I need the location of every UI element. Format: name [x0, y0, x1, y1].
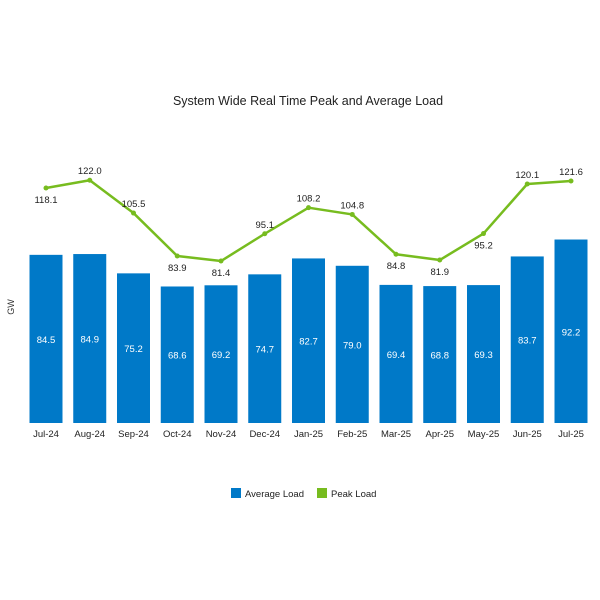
- legend-item-peak-load[interactable]: Peak Load: [317, 488, 376, 500]
- bar-label-jul-25: 92.2: [562, 327, 581, 338]
- chart-title: System Wide Real Time Peak and Average L…: [173, 94, 443, 108]
- y-axis-label: GW: [6, 299, 16, 315]
- legend-label-average-load: Average Load: [245, 489, 304, 500]
- x-tick-jul-25: Jul-25: [558, 429, 584, 440]
- peak-label-may-25: 95.2: [474, 241, 493, 252]
- peak-point-jan-25: [306, 205, 311, 211]
- peak-point-jun-25: [524, 181, 530, 187]
- bar-label-sep-24: 75.2: [124, 344, 143, 355]
- bar-apr-25: [423, 286, 457, 423]
- bar-mar-25: [379, 284, 413, 423]
- bar-nov-24: [204, 285, 238, 423]
- bar-dec-24: [248, 274, 282, 423]
- peak-point-nov-24: [218, 258, 224, 264]
- peak-point-dec-24: [262, 231, 268, 237]
- peak-label-jul-24: 118.1: [34, 195, 57, 206]
- bar-jun-25: [510, 256, 544, 423]
- peak-point-jul-25: [568, 178, 574, 184]
- bar-jul-24: [29, 254, 63, 423]
- x-tick-jun-25: Jun-25: [513, 429, 542, 440]
- peak-label-jun-25: 120.1: [515, 170, 539, 181]
- peak-label-aug-24: 122.0: [78, 166, 102, 177]
- bar-label-dec-24: 74.7: [256, 345, 275, 356]
- bar-oct-24: [160, 286, 194, 423]
- x-tick-jan-25: Jan-25: [294, 429, 323, 440]
- peak-point-sep-24: [131, 210, 136, 216]
- x-axis-ticks: Jul-24 Aug-24 Sep-24 Oct-24 Nov-24 Dec-24 Jan-…: [33, 429, 584, 440]
- bar-label-jan-25: 82.7: [299, 337, 318, 348]
- peak-label-sep-24: 105.5: [122, 199, 146, 210]
- peak-point-aug-24: [87, 177, 93, 183]
- peak-label-jan-25: 108.2: [297, 194, 321, 205]
- bar-jan-25: [292, 258, 325, 423]
- bar-feb-25: [335, 265, 369, 423]
- bar-labels: 84.5 84.9 75.2 68.6 69.2 74.7 82.7 79.0 69.4 68.8…: [37, 327, 581, 361]
- peak-point-may-25: [481, 231, 486, 237]
- bar-label-oct-24: 68.6: [168, 351, 187, 362]
- bar-label-nov-24: 69.2: [212, 350, 231, 361]
- x-tick-mar-25: Mar-25: [381, 429, 411, 440]
- peak-label-feb-25: 104.8: [340, 200, 364, 211]
- peak-label-apr-25: 81.9: [431, 267, 450, 278]
- peak-point-oct-24: [174, 253, 180, 259]
- peak-label-nov-24: 81.4: [212, 268, 231, 279]
- bar-label-jul-24: 84.5: [37, 335, 56, 346]
- bar-aug-24: [73, 254, 107, 423]
- legend-swatch-peak-load: [317, 488, 327, 498]
- x-tick-feb-25: Feb-25: [337, 429, 367, 440]
- bar-label-aug-24: 84.9: [81, 335, 100, 346]
- line-labels: 118.1 122.0 105.5 83.9 81.4 95.1 108.2 104.8 84.…: [34, 166, 582, 279]
- bar-may-25: [467, 285, 500, 423]
- peak-point-feb-25: [349, 211, 355, 217]
- peak-point-jul-24: [43, 185, 49, 191]
- peak-label-oct-24: 83.9: [168, 263, 187, 274]
- line-series: [43, 177, 574, 264]
- x-tick-oct-24: Oct-24: [163, 429, 192, 440]
- peak-point-apr-25: [437, 257, 443, 263]
- legend-label-peak-load: Peak Load: [331, 489, 376, 500]
- peak-label-dec-24: 95.1: [256, 220, 275, 231]
- bar-series: [29, 239, 588, 423]
- x-tick-dec-24: Dec-24: [249, 429, 280, 440]
- bar-label-feb-25: 79.0: [343, 340, 362, 351]
- peak-point-mar-25: [393, 251, 399, 257]
- bar-label-jun-25: 83.7: [518, 336, 537, 347]
- bar-label-mar-25: 69.4: [387, 350, 406, 361]
- bar-sep-24: [117, 273, 150, 423]
- x-tick-aug-24: Aug-24: [74, 429, 105, 440]
- legend: Average Load Peak Load: [231, 488, 376, 500]
- legend-swatch-average-load: [231, 488, 241, 498]
- bar-label-apr-25: 68.8: [431, 351, 450, 362]
- bar-jul-25: [554, 239, 588, 423]
- bar-label-may-25: 69.3: [474, 350, 493, 361]
- x-tick-apr-25: Apr-25: [425, 429, 454, 440]
- x-tick-jul-24: Jul-24: [33, 429, 59, 440]
- legend-item-average-load[interactable]: Average Load: [231, 488, 304, 500]
- x-tick-nov-24: Nov-24: [206, 429, 237, 440]
- x-tick-may-25: May-25: [468, 429, 500, 440]
- peak-label-mar-25: 84.8: [387, 261, 406, 272]
- x-tick-sep-24: Sep-24: [118, 429, 149, 440]
- peak-label-jul-25: 121.6: [559, 167, 583, 178]
